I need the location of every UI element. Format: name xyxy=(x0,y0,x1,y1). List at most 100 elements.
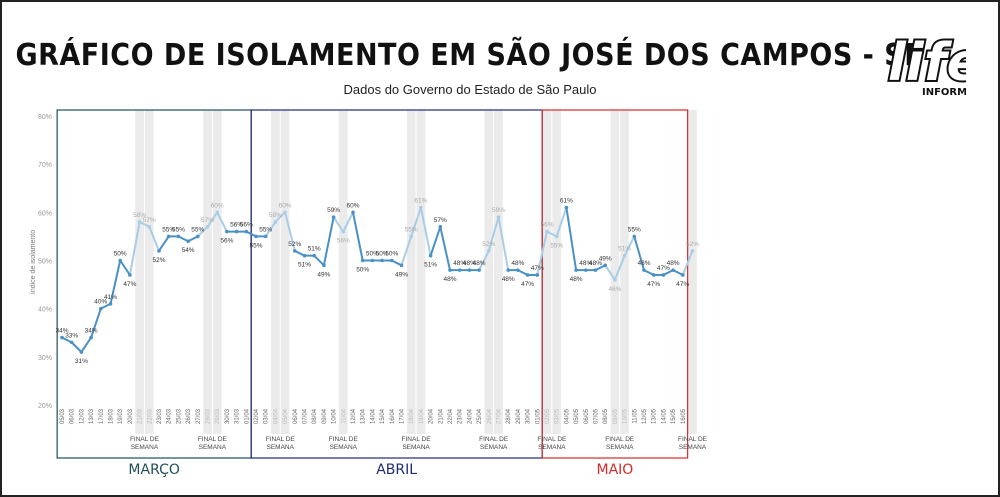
weekend-band xyxy=(203,110,212,434)
x-tick-label: 25/04 xyxy=(477,408,483,424)
x-tick-label: 15/05 xyxy=(671,408,677,424)
weekend-band xyxy=(280,110,290,434)
series-segment xyxy=(487,216,500,252)
data-point xyxy=(225,229,229,234)
data-point xyxy=(409,234,414,239)
series-segment xyxy=(158,235,170,252)
series-segment xyxy=(643,269,655,276)
page-title: GRÁFICO DE ISOLAMENTO EM SÃO JOSÉ DOS CA… xyxy=(15,38,925,73)
data-label: 48% xyxy=(463,260,476,267)
data-label: 46% xyxy=(608,286,621,293)
weekend-band xyxy=(416,110,426,434)
x-tick-label: 13/04 xyxy=(361,408,367,424)
x-tick-label: 28/03 xyxy=(206,408,212,424)
series-segment xyxy=(516,269,529,276)
data-label: 41% xyxy=(104,294,117,301)
data-point xyxy=(622,253,627,258)
x-tick-label: 19/03 xyxy=(118,408,124,424)
data-point xyxy=(448,268,452,272)
x-tick-label: 15/04 xyxy=(380,408,386,424)
data-point xyxy=(205,224,210,229)
data-label: 55% xyxy=(550,242,563,249)
data-label: 50% xyxy=(356,267,369,274)
data-label: 57% xyxy=(201,217,214,224)
data-point xyxy=(506,268,511,272)
data-point xyxy=(671,268,675,272)
x-tick-label: 18/03 xyxy=(109,408,115,424)
x-tick-label: 05/03 xyxy=(60,408,66,424)
data-point xyxy=(457,268,462,272)
x-tick-label: 20/04 xyxy=(429,408,435,424)
data-point xyxy=(545,229,549,234)
series-segment xyxy=(390,259,403,267)
y-tick-label: 50% xyxy=(38,259,52,266)
series-segment xyxy=(216,211,228,233)
data-label: 48% xyxy=(511,260,524,267)
weekend-band xyxy=(212,110,222,434)
x-tick-label: 04/04 xyxy=(273,408,279,424)
series-segment xyxy=(99,302,112,310)
data-point xyxy=(351,210,355,215)
data-point xyxy=(128,273,132,277)
data-point xyxy=(79,350,84,354)
y-tick-label: 60% xyxy=(38,210,52,217)
x-tick-label: 02/05 xyxy=(545,408,551,424)
series-segment xyxy=(177,235,190,243)
data-point xyxy=(603,263,607,268)
x-tick-label: 12/05 xyxy=(642,408,648,424)
weekend-label: FINAL DE xyxy=(678,436,708,443)
series-segment xyxy=(61,336,73,344)
series-segment xyxy=(264,220,277,238)
data-label: 48% xyxy=(453,260,466,267)
x-tick-label: 06/04 xyxy=(293,408,299,424)
data-label: 61% xyxy=(560,198,573,205)
data-point xyxy=(293,249,297,253)
data-point xyxy=(380,258,384,263)
series-segment xyxy=(555,206,568,238)
x-tick-label: 31/03 xyxy=(235,408,241,424)
x-tick-label: 30/04 xyxy=(526,408,532,424)
data-point xyxy=(360,258,365,263)
weekend-band xyxy=(484,110,494,434)
data-point xyxy=(137,220,142,224)
x-tick-label: 13/03 xyxy=(89,408,95,424)
data-point xyxy=(60,335,64,340)
x-tick-label: 08/05 xyxy=(603,408,609,424)
data-label: 47% xyxy=(521,281,534,288)
weekend-label: FINAL DE xyxy=(130,436,160,443)
data-point xyxy=(535,273,540,277)
data-label: 55% xyxy=(172,226,185,233)
data-label: 47% xyxy=(657,265,670,272)
data-point xyxy=(99,306,103,311)
data-label: 47% xyxy=(647,281,660,288)
x-tick-label: 05/05 xyxy=(574,408,580,424)
data-point xyxy=(176,234,181,239)
x-tick-label: 27/03 xyxy=(196,408,202,424)
series-segment xyxy=(274,211,287,223)
weekend-band xyxy=(338,110,348,434)
weekend-band xyxy=(144,110,154,434)
x-tick-label: 21/03 xyxy=(138,408,144,424)
x-tick-label: 17/04 xyxy=(400,408,406,424)
series-segment xyxy=(400,235,413,267)
x-tick-label: 12/04 xyxy=(351,408,357,424)
weekend-label: FINAL DE xyxy=(198,436,228,443)
weekend-label: SEMANA xyxy=(679,444,707,451)
y-tick-label: 20% xyxy=(38,403,52,410)
data-label: 50% xyxy=(366,251,379,258)
x-tick-label: 20/03 xyxy=(128,408,134,424)
series-segment xyxy=(672,269,684,276)
x-tick-label: 10/05 xyxy=(623,408,629,424)
x-tick-label: 14/04 xyxy=(370,408,376,424)
data-label: 58% xyxy=(269,212,282,219)
data-point xyxy=(263,234,268,239)
series-segment xyxy=(439,225,451,272)
data-label: 50% xyxy=(385,251,398,258)
data-label: 55% xyxy=(249,242,262,249)
data-point xyxy=(613,277,617,282)
x-tick-label: 26/03 xyxy=(186,408,192,424)
data-label: 48% xyxy=(579,260,592,267)
weekend-band xyxy=(620,110,629,434)
svg-text:fe: fe xyxy=(924,33,966,93)
